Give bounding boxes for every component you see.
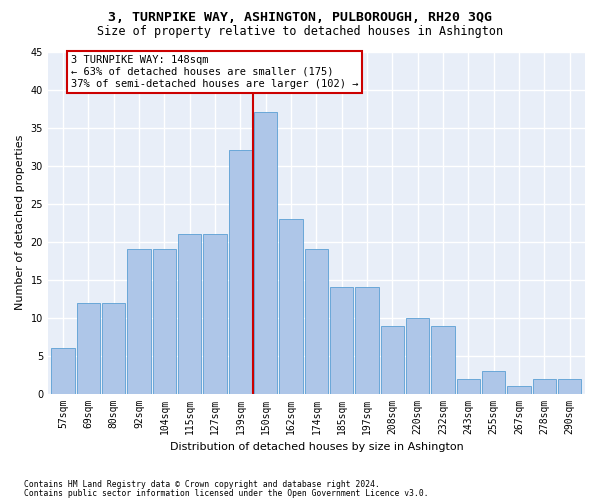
Bar <box>533 379 556 394</box>
Bar <box>127 250 151 394</box>
Bar <box>431 326 455 394</box>
Bar <box>102 302 125 394</box>
Bar <box>280 219 303 394</box>
Bar <box>52 348 75 394</box>
Bar <box>203 234 227 394</box>
Text: Contains HM Land Registry data © Crown copyright and database right 2024.: Contains HM Land Registry data © Crown c… <box>24 480 380 489</box>
Text: Size of property relative to detached houses in Ashington: Size of property relative to detached ho… <box>97 25 503 38</box>
Bar <box>178 234 202 394</box>
Bar <box>406 318 430 394</box>
Text: Contains public sector information licensed under the Open Government Licence v3: Contains public sector information licen… <box>24 489 428 498</box>
X-axis label: Distribution of detached houses by size in Ashington: Distribution of detached houses by size … <box>170 442 463 452</box>
Bar <box>153 250 176 394</box>
Bar <box>482 371 505 394</box>
Bar <box>457 379 480 394</box>
Bar <box>254 112 277 394</box>
Bar <box>229 150 252 394</box>
Bar <box>558 379 581 394</box>
Bar <box>330 288 353 394</box>
Text: 3, TURNPIKE WAY, ASHINGTON, PULBOROUGH, RH20 3QG: 3, TURNPIKE WAY, ASHINGTON, PULBOROUGH, … <box>108 11 492 24</box>
Y-axis label: Number of detached properties: Number of detached properties <box>15 135 25 310</box>
Bar <box>381 326 404 394</box>
Bar <box>355 288 379 394</box>
Bar <box>77 302 100 394</box>
Text: 3 TURNPIKE WAY: 148sqm
← 63% of detached houses are smaller (175)
37% of semi-de: 3 TURNPIKE WAY: 148sqm ← 63% of detached… <box>71 56 358 88</box>
Bar <box>508 386 531 394</box>
Bar <box>305 250 328 394</box>
